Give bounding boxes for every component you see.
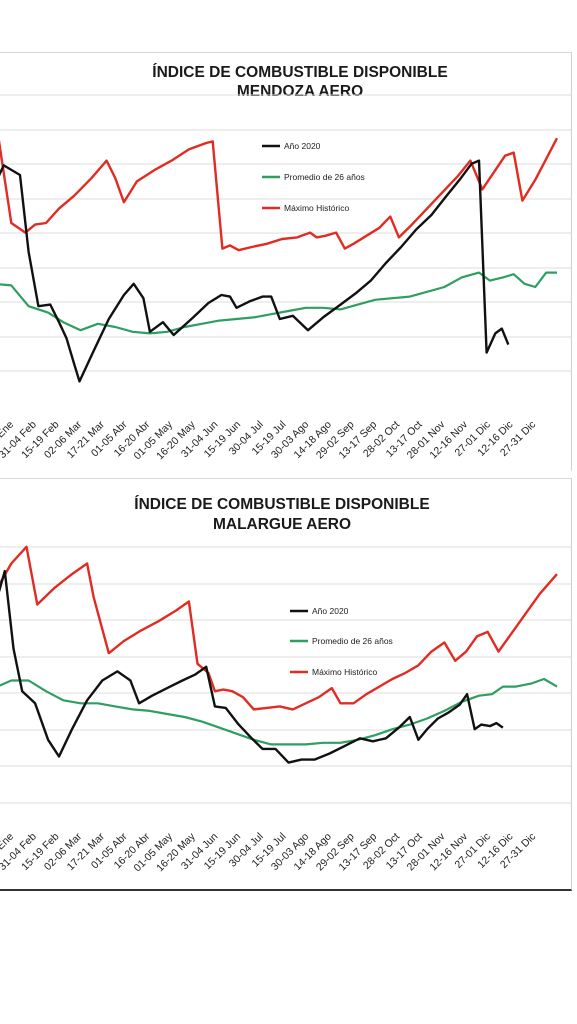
chart-malargue: ÍNDICE DE COMBUSTIBLE DISPONIBLE MALARGU…	[0, 496, 571, 874]
legend: Año 2020 Promedio de 26 años Máximo Hist…	[290, 606, 393, 677]
legend-label-maximo: Máximo Histórico	[284, 203, 349, 213]
legend: Año 2020 Promedio de 26 años Máximo Hist…	[262, 141, 365, 213]
legend-label-promedio: Promedio de 26 años	[284, 172, 365, 182]
series-line-promedio	[0, 677, 558, 746]
chart-title: ÍNDICE DE COMBUSTIBLE DISPONIBLE	[134, 496, 429, 513]
series-line-maximo	[0, 137, 559, 252]
gridlines	[0, 94, 571, 372]
gridlines	[0, 546, 571, 804]
legend-label-ano-2020: Año 2020	[284, 141, 321, 151]
legend-label-ano-2020: Año 2020	[312, 606, 349, 616]
chart-mendoza: ÍNDICE DE COMBUSTIBLE DISPONIBLE MENDOZA…	[0, 64, 571, 462]
chart-subtitle: MALARGUE AERO	[213, 516, 351, 533]
chart-subtitle: MENDOZA AERO	[237, 83, 363, 100]
chart-panel-malargue: ÍNDICE DE COMBUSTIBLE DISPONIBLE MALARGU…	[0, 478, 572, 891]
series-line-maximo	[0, 545, 558, 711]
series-line-ano-2020	[0, 159, 510, 383]
series-group	[0, 137, 559, 383]
chart-panel-mendoza: ÍNDICE DE COMBUSTIBLE DISPONIBLE MENDOZA…	[0, 52, 572, 471]
legend-label-maximo: Máximo Histórico	[312, 667, 377, 677]
series-group	[0, 545, 558, 764]
chart-title: ÍNDICE DE COMBUSTIBLE DISPONIBLE	[152, 64, 447, 81]
series-line-promedio	[0, 271, 557, 335]
series-line-ano-2020	[0, 569, 504, 764]
legend-label-promedio: Promedio de 26 años	[312, 636, 393, 646]
